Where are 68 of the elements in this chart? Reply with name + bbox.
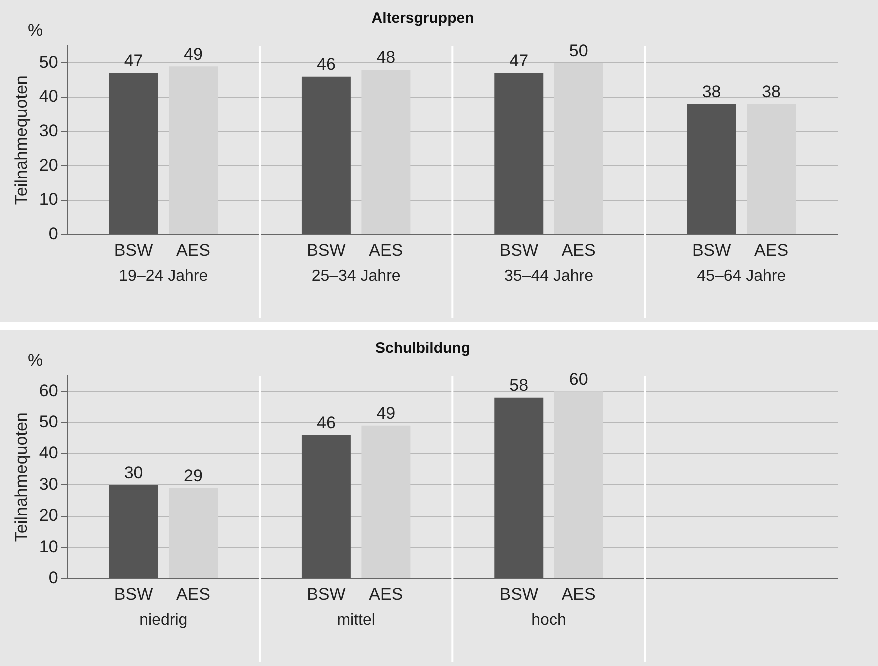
text: AES xyxy=(754,240,789,260)
bar xyxy=(362,426,411,578)
y-tick-label: 50 xyxy=(39,52,58,72)
data-label: 30 xyxy=(124,463,144,482)
bar xyxy=(109,73,158,234)
series-label: BSW xyxy=(114,584,154,604)
x-tick-label: 25–34 Jahre xyxy=(312,268,401,285)
bar xyxy=(494,73,544,234)
data-label: 48 xyxy=(376,48,396,68)
y-tick-label: 40 xyxy=(39,87,58,106)
bar xyxy=(169,488,218,578)
y-tick-label: 20 xyxy=(39,506,58,526)
y-tick-label: 50 xyxy=(39,412,58,432)
x-tick-label: mittel xyxy=(337,612,376,629)
data-label: 46 xyxy=(316,413,336,432)
bar xyxy=(554,392,604,578)
series-label: AES xyxy=(176,584,211,604)
chart-title: Altersgruppen xyxy=(372,10,474,28)
x-tick-label: 45–64 Jahre xyxy=(697,268,786,285)
bar xyxy=(747,104,796,234)
text: AES xyxy=(369,584,404,604)
y-tick-label: 0 xyxy=(48,568,58,588)
text: BSW xyxy=(692,240,732,260)
bar xyxy=(109,485,158,578)
bar xyxy=(302,76,351,234)
y-tick-label: 30 xyxy=(39,474,58,494)
text: BSW xyxy=(307,584,346,604)
y-tick-label: 40 xyxy=(39,444,58,463)
y-tick-label: 20 xyxy=(39,156,58,175)
x-tick-label: niedrig xyxy=(140,612,188,629)
y-axis-title: Teilnahmequoten xyxy=(12,412,31,542)
bar xyxy=(302,435,351,578)
data-label: 60 xyxy=(569,370,588,389)
data-label: 50 xyxy=(569,41,588,60)
text: AES xyxy=(562,584,596,604)
data-label: 38 xyxy=(702,82,722,102)
data-label: 49 xyxy=(376,404,396,424)
bar xyxy=(687,104,736,234)
data-label: 38 xyxy=(762,82,781,102)
text: BSW xyxy=(500,240,538,260)
bar xyxy=(494,398,544,578)
text: % xyxy=(28,21,44,40)
chart-title: Schulbildung xyxy=(376,340,470,358)
series-label: BSW xyxy=(114,240,154,260)
x-tick-label: hoch xyxy=(532,612,566,629)
text: % xyxy=(28,351,44,370)
x-tick-label: 35–44 Jahre xyxy=(504,268,594,285)
y-tick-label: 60 xyxy=(39,381,58,400)
y-tick-label: 10 xyxy=(39,537,58,556)
data-label: 29 xyxy=(184,466,203,486)
data-label: 46 xyxy=(316,55,336,74)
text: AES xyxy=(562,240,596,260)
data-label: 47 xyxy=(124,52,144,71)
bar xyxy=(169,66,218,234)
x-tick-label: 19–24 Jahre xyxy=(119,268,208,285)
text: BSW xyxy=(307,240,346,260)
y-tick-label: 0 xyxy=(48,224,58,244)
data-label: 58 xyxy=(510,376,529,396)
series-label: AES xyxy=(176,240,211,260)
y-axis-title: Teilnahmequoten xyxy=(12,76,31,206)
data-label: 47 xyxy=(510,52,529,71)
bar xyxy=(554,63,604,234)
bar xyxy=(362,70,411,234)
text: BSW xyxy=(500,584,538,604)
data-label: 49 xyxy=(184,44,203,64)
text: AES xyxy=(369,240,404,260)
y-tick-label: 30 xyxy=(39,122,58,141)
y-tick-label: 10 xyxy=(39,190,58,210)
